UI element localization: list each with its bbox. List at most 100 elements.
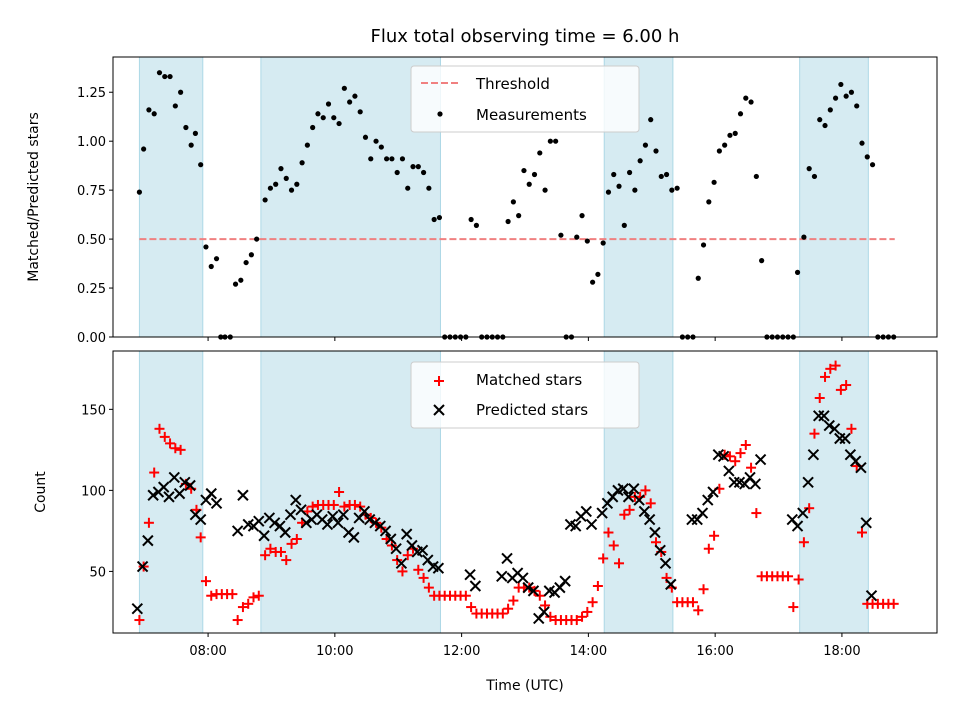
predicted-point — [173, 487, 186, 500]
measurement-point — [394, 169, 400, 176]
predicted-point — [469, 580, 482, 592]
x-b — [327, 510, 339, 523]
matched-point — [175, 444, 186, 455]
predicted-point — [179, 476, 191, 488]
matched-point — [703, 543, 714, 554]
predicted-point — [633, 494, 645, 506]
measurement-point — [505, 218, 511, 225]
x-b — [433, 404, 445, 416]
matched-point — [286, 538, 297, 549]
x-b — [242, 518, 254, 531]
x-b — [649, 526, 661, 539]
measurement-point — [832, 95, 839, 101]
matched-point — [328, 499, 339, 510]
measurement-point — [626, 169, 633, 176]
x-b — [374, 520, 386, 532]
measurement-point — [203, 244, 209, 250]
matched-point — [856, 527, 867, 538]
x-b — [300, 517, 313, 529]
measurement-point — [590, 279, 596, 285]
x-b — [390, 543, 402, 555]
measurement-point — [288, 187, 295, 193]
x-b — [754, 453, 767, 466]
measurement-point — [722, 142, 728, 148]
x-b — [316, 513, 328, 526]
bottom-x-tick-label: 10:00 — [316, 644, 353, 659]
x-b — [643, 513, 656, 526]
matched-point — [798, 537, 809, 548]
predicted-point — [559, 575, 571, 587]
predicted-point — [300, 517, 313, 529]
matched-point — [545, 611, 556, 622]
predicted-point — [580, 505, 592, 518]
x-b — [342, 526, 355, 539]
measurement-point — [843, 93, 849, 99]
predicted-point — [142, 534, 154, 547]
measurement-point — [426, 185, 432, 191]
x-b — [628, 483, 640, 495]
measurement-point — [516, 213, 522, 219]
measurement-point — [213, 256, 220, 262]
x-b — [517, 572, 529, 584]
predicted-point — [432, 562, 445, 574]
matched-point — [402, 550, 413, 561]
x-b — [828, 423, 841, 435]
measurement-point — [146, 107, 152, 113]
x-b — [654, 544, 666, 557]
x-b — [416, 544, 429, 557]
x-b — [194, 513, 207, 526]
measurement-point — [198, 162, 204, 168]
measurement-point — [716, 148, 722, 154]
x-b — [702, 494, 714, 506]
measurement-point — [510, 199, 516, 205]
x-b — [501, 552, 513, 565]
predicted-point — [596, 507, 608, 519]
x-b — [570, 520, 582, 532]
x-b — [348, 531, 360, 544]
bottom-x-tick-label: 08:00 — [189, 644, 226, 659]
measurement-point — [794, 269, 801, 275]
measurement-point — [341, 85, 347, 91]
predicted-point — [258, 530, 270, 542]
x-b — [717, 450, 730, 463]
measurement-point — [537, 150, 543, 156]
predicted-point — [210, 497, 223, 510]
measurement-point — [156, 70, 163, 76]
predicted-point — [379, 525, 392, 537]
measurement-point — [384, 156, 390, 162]
predicted-point — [702, 494, 714, 506]
measurement-point — [243, 259, 249, 266]
predicted-point — [464, 568, 476, 581]
x-b — [511, 567, 524, 579]
predicted-point — [184, 479, 196, 492]
measurement-point — [299, 160, 305, 166]
bottom-x-tick-label: 18:00 — [823, 644, 860, 659]
predicted-point — [158, 481, 170, 493]
x-b — [496, 570, 508, 582]
measurement-point — [347, 99, 353, 105]
matched-point — [149, 467, 160, 478]
measurements-legend-swatch — [437, 111, 443, 117]
predicted-point — [628, 483, 640, 495]
x-b — [638, 505, 651, 518]
measurement-point — [141, 146, 147, 152]
x-b — [179, 476, 191, 488]
measurement-point — [238, 277, 244, 283]
measurement-point — [320, 115, 326, 121]
measurement-point — [521, 167, 527, 174]
measurement-point — [859, 140, 865, 146]
x-b — [311, 508, 323, 521]
predicted-point — [659, 557, 672, 570]
measurement-point — [399, 156, 406, 162]
matched-point — [334, 487, 345, 497]
predicted-point — [416, 544, 429, 557]
x-b — [707, 486, 719, 498]
x-b — [723, 465, 735, 477]
measurement-point — [192, 130, 198, 136]
measurement-point — [817, 117, 823, 123]
x-b — [559, 575, 571, 587]
measurement-point — [436, 214, 443, 221]
predicted-point — [865, 590, 878, 602]
x-b — [807, 449, 820, 461]
x-b — [173, 487, 186, 500]
